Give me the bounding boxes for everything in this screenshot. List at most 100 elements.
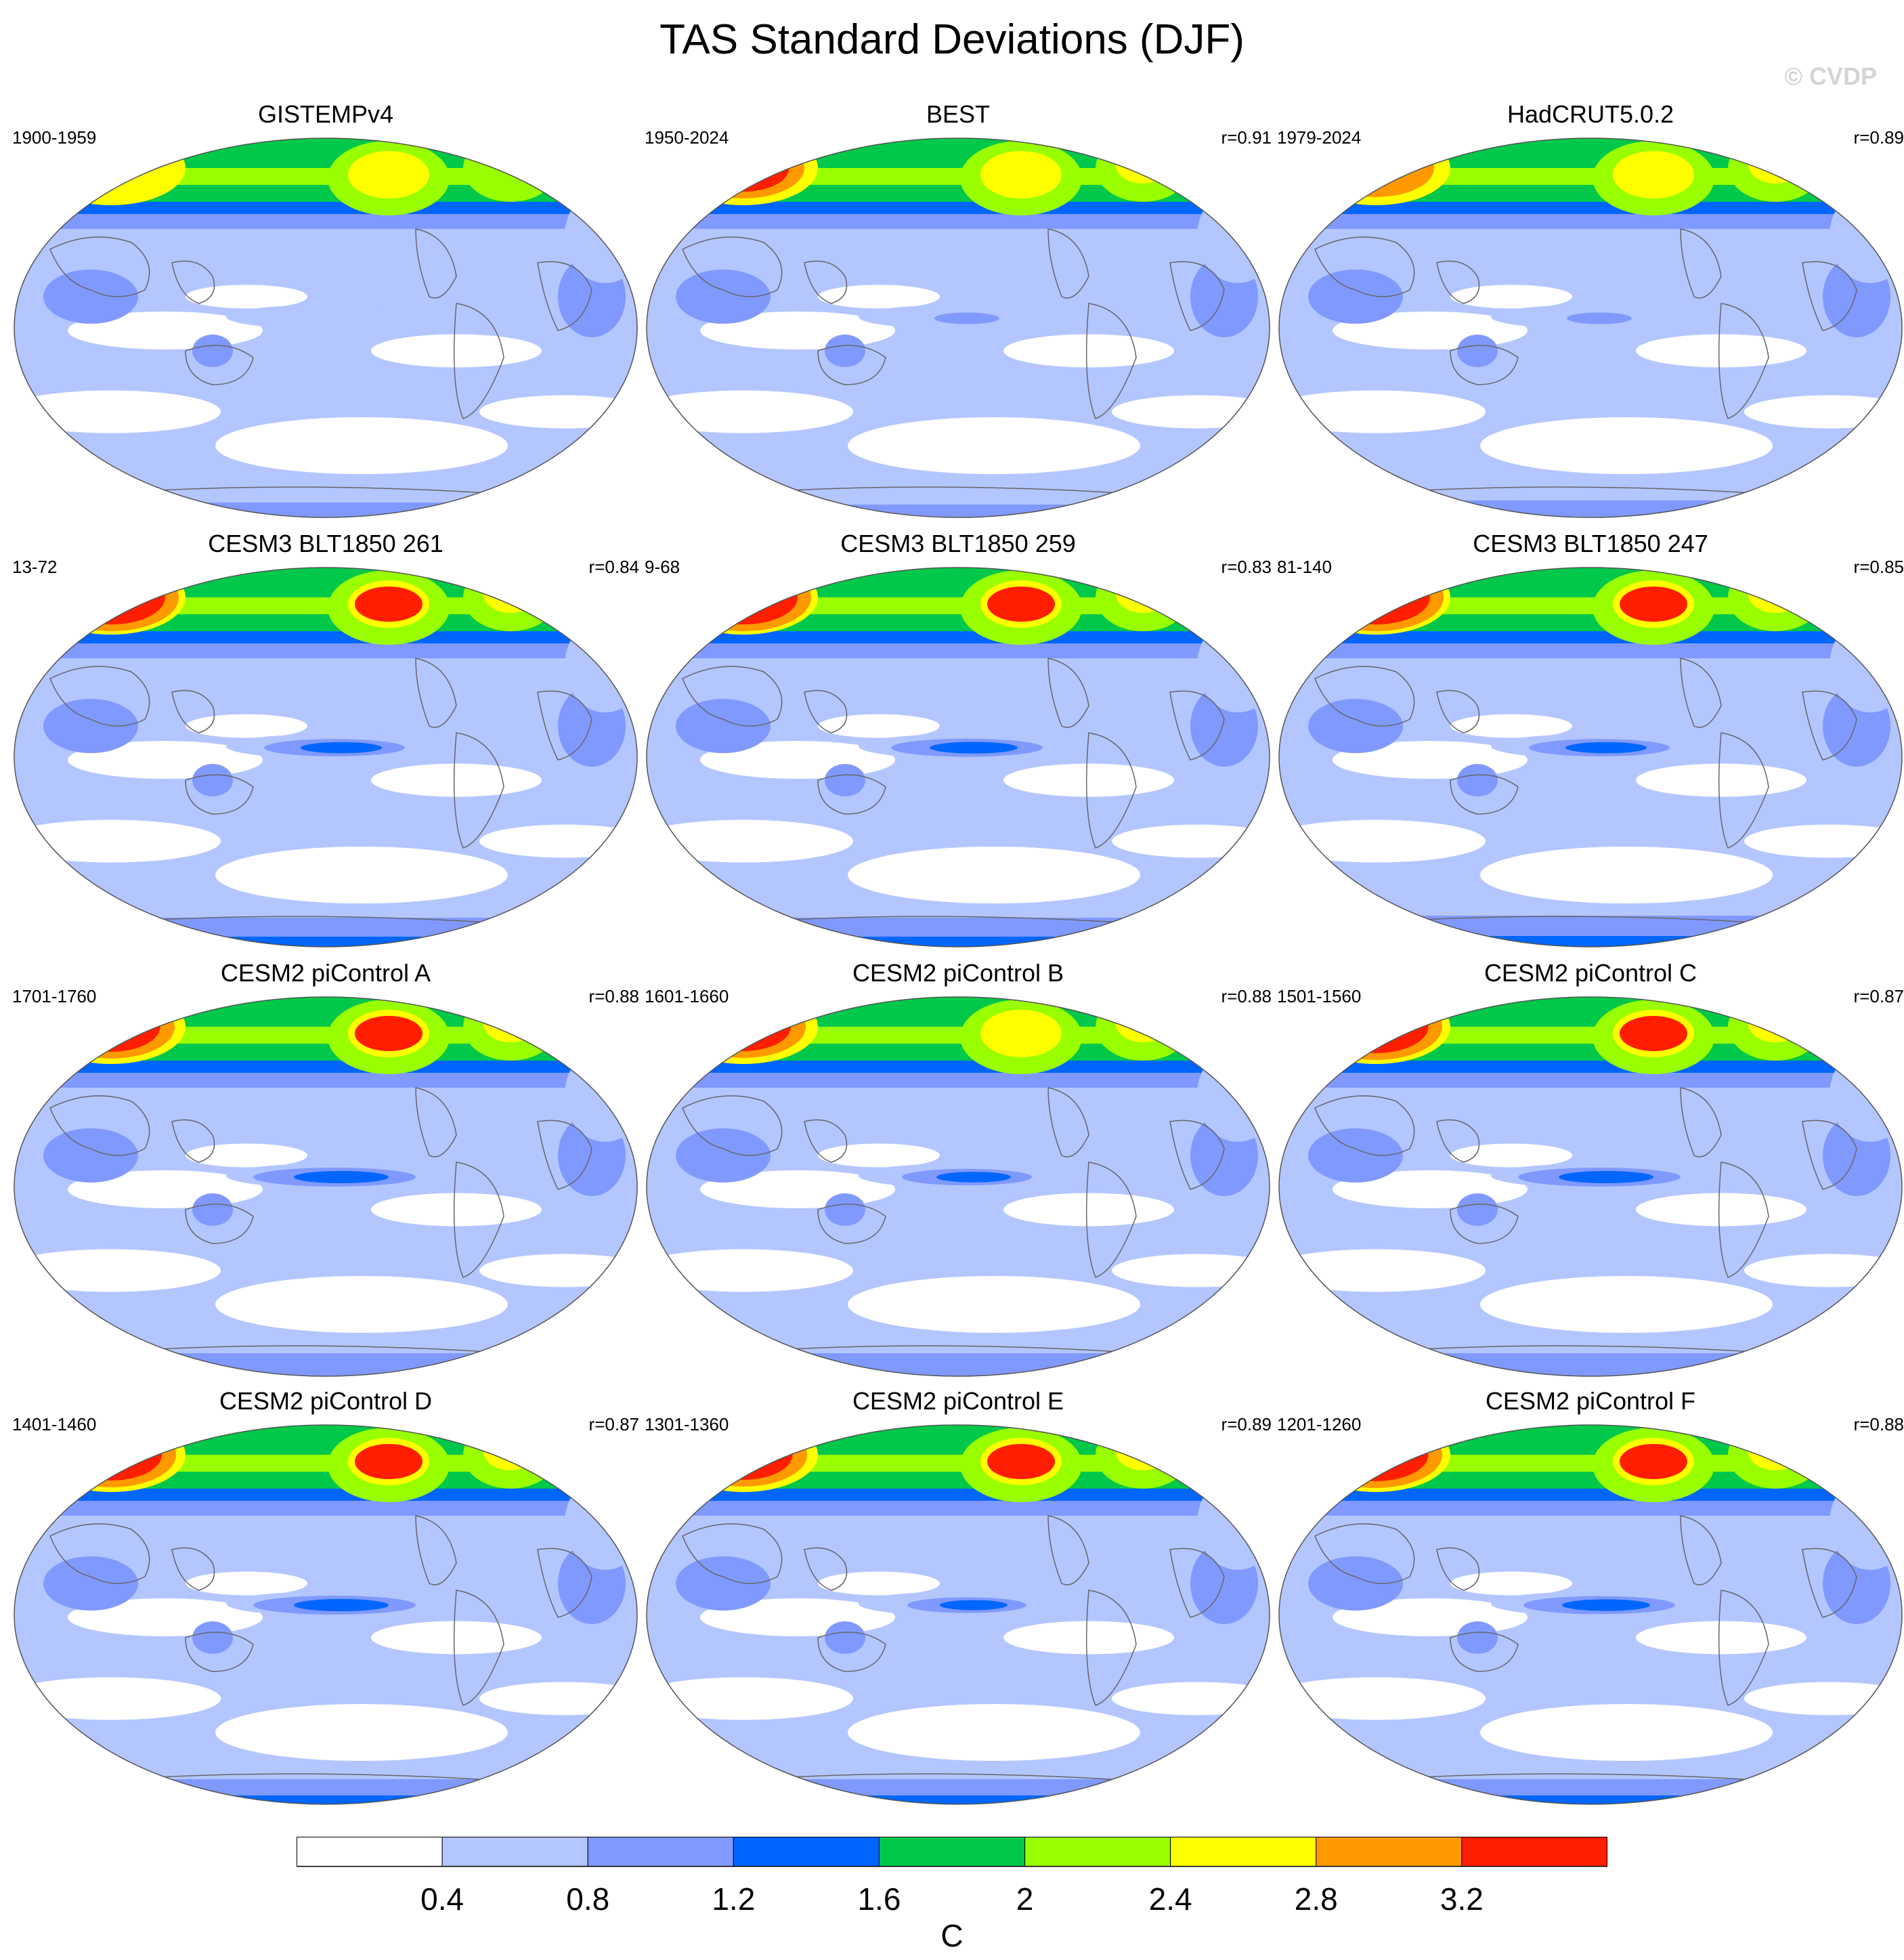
coastline xyxy=(185,774,254,815)
nh-band xyxy=(14,568,637,597)
map-border xyxy=(14,996,638,1377)
panel-period: 1401-1460 xyxy=(12,1414,97,1434)
field-patch xyxy=(676,1556,771,1611)
coastline xyxy=(804,1547,848,1591)
low-variance-region xyxy=(848,1704,1140,1761)
field-patch xyxy=(1308,270,1403,324)
canada-max xyxy=(1096,1425,1190,1489)
canada-max xyxy=(463,1425,558,1489)
low-variance-region xyxy=(647,819,853,863)
atlantic-ridge xyxy=(1819,997,1880,1061)
atlantic-ridge xyxy=(555,997,615,1061)
low-variance-region xyxy=(215,1704,508,1761)
canada-max xyxy=(1748,146,1802,184)
robinson-map xyxy=(646,567,1270,947)
low-variance-region xyxy=(1279,1677,1486,1720)
colorbar-segment xyxy=(878,1837,1026,1867)
colorbar-tick-label: 0.8 xyxy=(566,1881,610,1917)
map-border xyxy=(646,137,1270,518)
enso-core xyxy=(1562,1599,1650,1611)
low-variance-region xyxy=(1450,284,1572,309)
panel-period: 1701-1760 xyxy=(12,986,97,1006)
field-patch xyxy=(192,1621,233,1654)
low-variance-region xyxy=(647,390,853,433)
field-patch xyxy=(676,1128,771,1183)
low-variance-region xyxy=(371,334,542,368)
map-panel: GISTEMPv4 1900-1959 xyxy=(9,98,642,531)
canada-max xyxy=(463,997,558,1061)
coastline xyxy=(1314,666,1415,727)
canada-max xyxy=(463,568,558,631)
low-variance-region xyxy=(1450,1143,1572,1168)
pattern-correlation: r=0.83 xyxy=(1221,557,1272,577)
field-patch xyxy=(1457,335,1498,367)
pattern-correlation: r=0.88 xyxy=(1221,986,1272,1006)
coastline xyxy=(415,1515,457,1585)
canada-max xyxy=(483,1004,538,1042)
colorbar-tick-label: 2.8 xyxy=(1294,1881,1338,1917)
nh-band xyxy=(1279,997,1902,1027)
coastline xyxy=(1450,1632,1519,1672)
enso-core xyxy=(930,742,1018,754)
field-patch xyxy=(676,699,771,753)
coastline xyxy=(1047,228,1089,299)
namerica-max xyxy=(1613,151,1694,198)
coastline xyxy=(682,236,783,297)
low-variance-region xyxy=(647,1249,853,1292)
colorbar-tick-label: 2 xyxy=(1016,1881,1034,1917)
eurasia-max xyxy=(697,144,789,192)
coastline xyxy=(743,1773,1171,1784)
low-variance-region xyxy=(1003,1193,1174,1227)
low-variance-region xyxy=(1279,1249,1486,1292)
low-variance-region xyxy=(818,714,940,738)
enso-core xyxy=(301,742,382,754)
map-border xyxy=(646,1424,1270,1805)
low-variance-region xyxy=(215,847,508,903)
panel-period: 1979-2024 xyxy=(1277,127,1362,148)
low-variance-region xyxy=(371,763,542,797)
enso-tongue xyxy=(1567,312,1632,324)
coastline xyxy=(1802,261,1857,331)
canada-max xyxy=(463,138,558,202)
namerica-max xyxy=(980,151,1062,198)
coastline xyxy=(1680,228,1722,299)
colorbar-segment xyxy=(587,1837,734,1867)
eurasia-max xyxy=(689,570,798,624)
low-variance-region xyxy=(1003,763,1174,797)
eurasia-max xyxy=(694,1430,793,1480)
pattern-correlation: r=0.88 xyxy=(588,986,639,1006)
map-panel: CESM2 piControl F 1201-1260 r=0.88 xyxy=(1274,1384,1904,1818)
coastline xyxy=(1450,1203,1519,1244)
map-panel: CESM2 piControl B 1601-1660 r=0.88 xyxy=(642,956,1274,1390)
field-patch xyxy=(825,764,865,796)
panel-period: 9-68 xyxy=(645,557,680,577)
map-panel: CESM2 piControl A 1701-1760 r=0.88 xyxy=(9,956,642,1390)
map-panel: CESM2 piControl C 1501-1560 r=0.87 xyxy=(1274,956,1904,1390)
low-variance-region xyxy=(1480,417,1773,474)
map-border xyxy=(1278,1424,1903,1805)
canada-max xyxy=(1748,575,1802,613)
canada-max xyxy=(1096,997,1190,1061)
canada-max xyxy=(1096,568,1190,631)
atlantic-ridge xyxy=(555,1425,615,1489)
coastline xyxy=(1680,658,1722,728)
colorbar-tick-label: 3.2 xyxy=(1440,1881,1484,1917)
panel-period: 1950-2024 xyxy=(645,127,729,148)
colorbar-segment xyxy=(441,1837,588,1867)
coastline xyxy=(49,1523,150,1584)
colorbar-frame xyxy=(297,1837,1607,1867)
robinson-map xyxy=(1278,567,1903,947)
eurasia-max xyxy=(1322,570,1430,624)
atlantic-ridge xyxy=(1187,138,1248,202)
coastline xyxy=(1169,1548,1225,1618)
colorbar-tick-label: 0.4 xyxy=(420,1881,464,1917)
low-variance-region xyxy=(371,1193,542,1227)
enso-core xyxy=(294,1599,389,1611)
coastline xyxy=(817,1203,886,1244)
antarctic-band xyxy=(1376,936,1816,947)
eurasia-max xyxy=(683,138,804,198)
panel-title: CESM2 piControl E xyxy=(852,1387,1064,1415)
coastline xyxy=(49,1095,150,1156)
low-variance-region xyxy=(186,1571,307,1596)
low-variance-region xyxy=(818,1143,940,1168)
